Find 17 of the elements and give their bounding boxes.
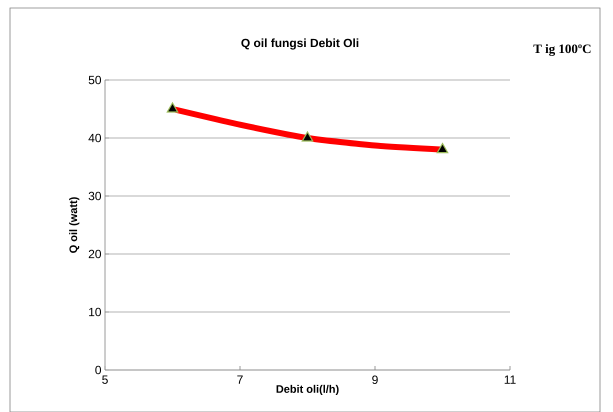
y-axis-title: Q oil (watt) — [69, 197, 80, 253]
y-tick-label: 40 — [88, 134, 102, 142]
point — [436, 143, 448, 154]
x-tick-label: 9 — [372, 376, 378, 384]
text: T ig 100ºC — [533, 44, 591, 56]
y-tick-label: 20 — [88, 250, 102, 258]
point — [302, 131, 314, 142]
point — [166, 102, 178, 113]
y-tick-label: 30 — [88, 192, 102, 200]
x-axis-title: Debit oli(l/h) — [276, 384, 339, 396]
x-tick-label: 7 — [237, 376, 243, 384]
y-tick-label: 50 — [88, 76, 102, 84]
y-tick-label: 0 — [95, 366, 102, 374]
x-tick-label: 11 — [504, 376, 516, 384]
y-tick-label: 10 — [89, 308, 102, 316]
chart-title: Q oil fungsi Debit Oli — [241, 38, 358, 50]
x-tick-label: 5 — [102, 376, 108, 384]
